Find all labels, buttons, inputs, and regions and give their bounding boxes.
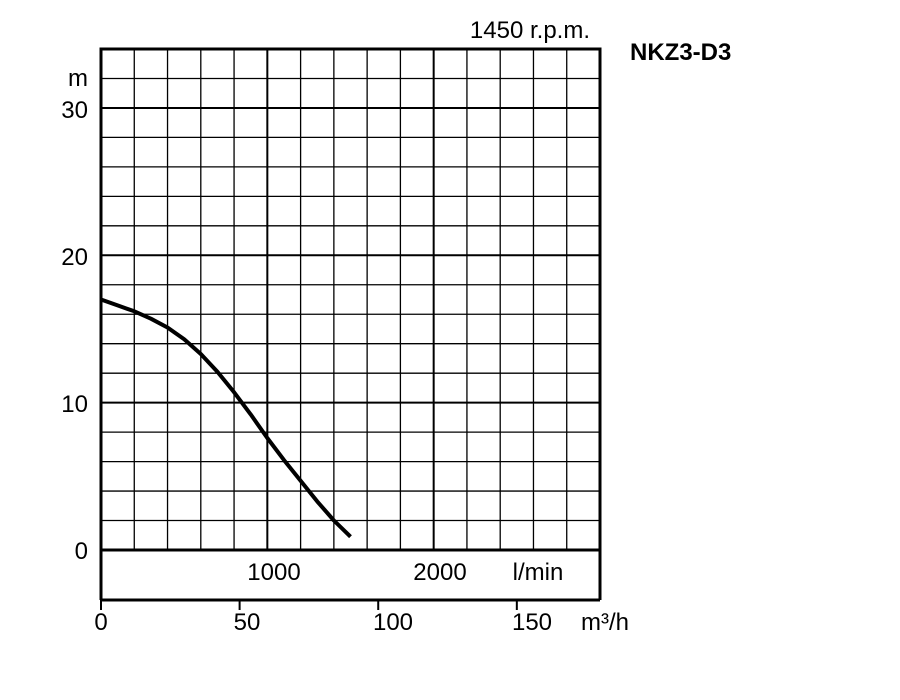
y-axis-unit-label: m — [68, 65, 88, 92]
series-line — [100, 297, 352, 539]
x-m3h-tick-label: 0 — [94, 609, 107, 636]
y-tick-label: 30 — [61, 97, 88, 124]
x-m3h-tick-label: 150 — [512, 609, 552, 636]
x-m3h-unit-label: m³/h — [581, 609, 629, 636]
y-tick-label: 0 — [75, 538, 88, 565]
y-tick-label: 10 — [61, 391, 88, 418]
x-lmin-tick-label: 2000 — [413, 559, 466, 586]
x-m3h-tick-label: 100 — [373, 609, 413, 636]
x-lmin-unit-label: l/min — [513, 559, 564, 586]
curve-layer — [100, 297, 352, 539]
chart-subtitle: 1450 r.p.m. — [470, 17, 590, 44]
x-lmin-tick-label: 1000 — [247, 559, 300, 586]
y-tick-label: 20 — [61, 244, 88, 271]
chart-title: NKZ3-D3 — [630, 39, 731, 66]
chart-frame — [99, 47, 602, 610]
plot-border — [99, 47, 602, 552]
x-m3h-tick-label: 50 — [234, 609, 261, 636]
chart-grid — [101, 49, 600, 550]
